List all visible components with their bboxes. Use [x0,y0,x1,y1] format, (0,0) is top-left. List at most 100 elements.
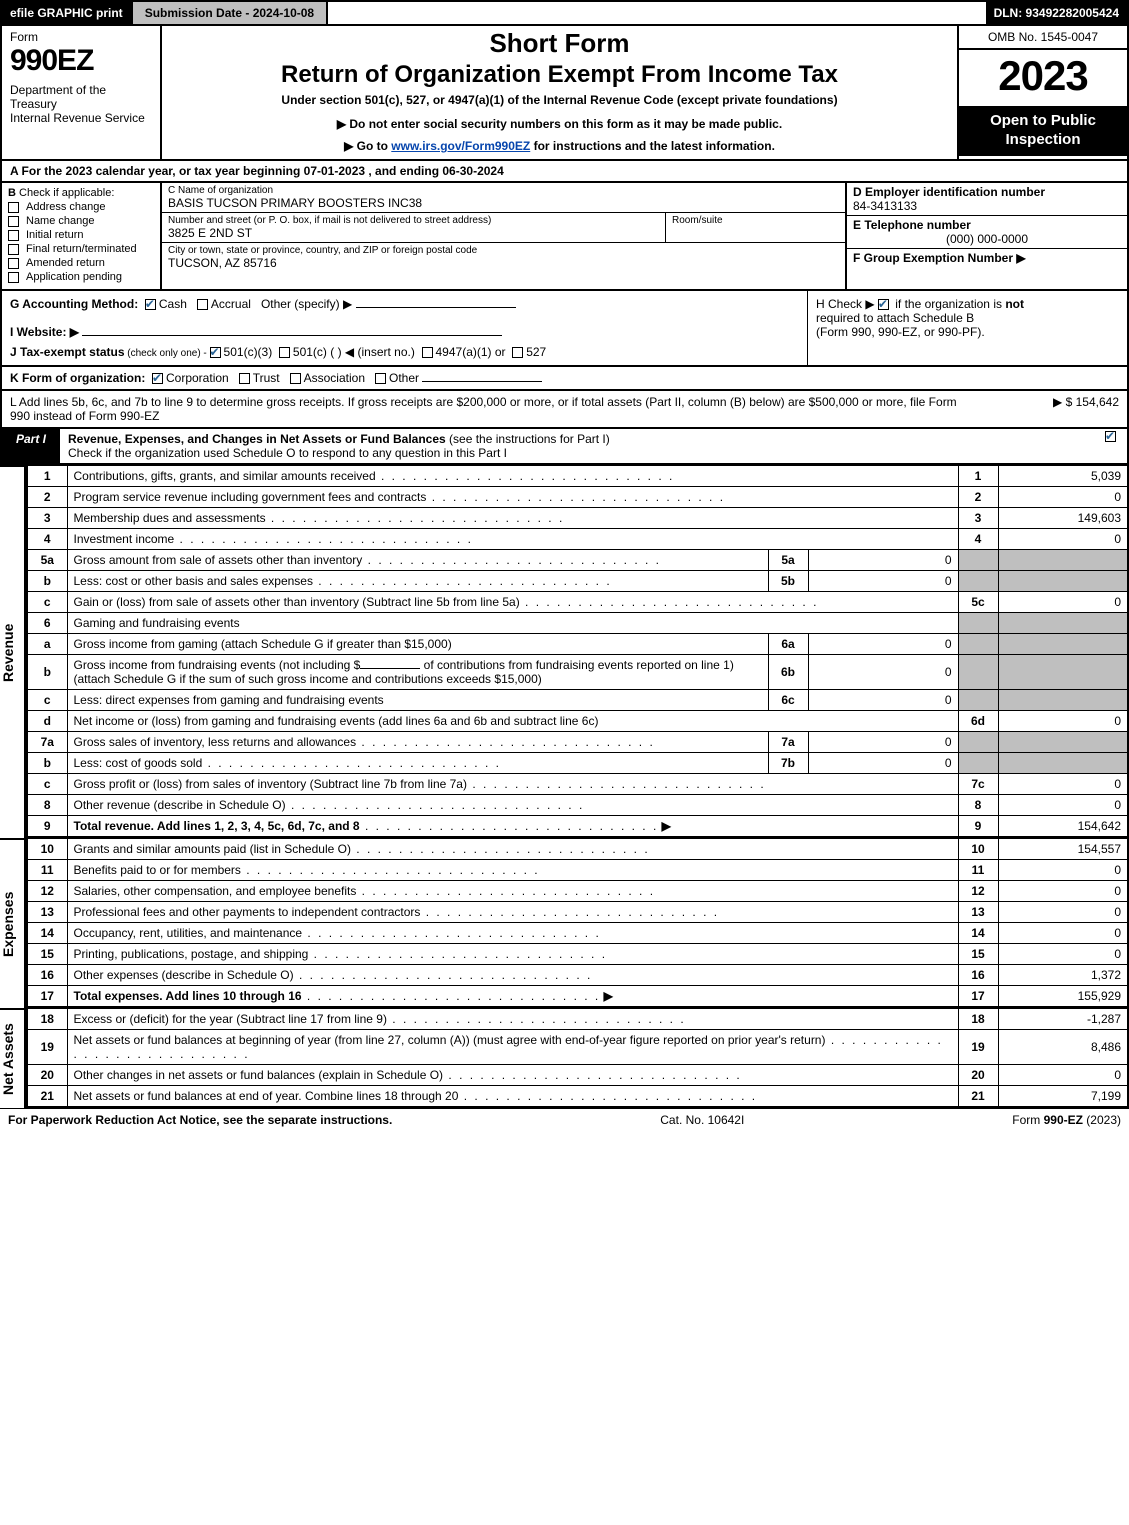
sub-label: 7b [768,753,808,774]
opt-address-change[interactable]: Address change [8,201,154,213]
part1-tab: Part I [2,429,60,463]
h-text4: (Form 990, 990-EZ, or 990-PF). [816,325,985,339]
checkbox-4947-icon[interactable] [422,347,433,358]
line-desc: Excess or (deficit) for the year (Subtra… [74,1012,387,1026]
line-amt: 0 [998,592,1128,613]
line-amt: 0 [998,529,1128,550]
line-desc: Other expenses (describe in Schedule O) [74,968,294,982]
checkbox-icon[interactable] [8,202,19,213]
f-cell: F Group Exemption Number ▶ [847,249,1127,267]
line-amt: 0 [998,944,1128,965]
blank-field[interactable] [360,668,420,669]
line-num: 6 [27,613,67,634]
c-name-cell: C Name of organization BASIS TUCSON PRIM… [162,183,845,213]
ein-value: 84-3413133 [853,199,1121,213]
opt-amended-return[interactable]: Amended return [8,257,154,269]
line-amt: 0 [998,860,1128,881]
form-header: Form 990EZ Department of the Treasury In… [0,26,1129,161]
topbar-spacer [328,2,985,24]
line-7a: 7aGross sales of inventory, less returns… [27,732,1128,753]
line-desc: Occupancy, rent, utilities, and maintena… [74,926,303,940]
part1-title: Revenue, Expenses, and Changes in Net As… [60,429,1097,463]
top-bar: efile GRAPHIC print Submission Date - 20… [0,0,1129,26]
checkbox-trust-icon[interactable] [239,373,250,384]
line-desc: Less: cost or other basis and sales expe… [74,574,313,588]
form-word: Form [10,30,152,44]
checkbox-501c3-icon[interactable] [210,347,221,358]
line-18: 18Excess or (deficit) for the year (Subt… [27,1009,1128,1030]
revenue-section: Revenue 1Contributions, gifts, grants, a… [0,465,1129,838]
g-other: Other (specify) ▶ [261,297,352,311]
checkbox-part1-icon[interactable] [1105,431,1116,442]
line-desc: Investment income [74,532,175,546]
k-label: K Form of organization: [10,371,145,385]
k-other-blank[interactable] [422,381,542,382]
line-desc: Gross income from fundraising events (no… [67,655,768,690]
e-cell: E Telephone number (000) 000-0000 [847,216,1127,249]
section-g-i-j: G Accounting Method: Cash Accrual Other … [2,291,807,365]
shade-cell [958,753,998,774]
revenue-table: 1Contributions, gifts, grants, and simil… [26,465,1129,838]
line-desc: Grants and similar amounts paid (list in… [74,842,351,856]
sub-label: 6a [768,634,808,655]
line-desc: Total revenue. Add lines 1, 2, 3, 4, 5c,… [74,819,360,833]
checkbox-icon[interactable] [8,216,19,227]
header-left: Form 990EZ Department of the Treasury In… [2,26,162,159]
line-20: 20Other changes in net assets or fund ba… [27,1065,1128,1086]
checkbox-icon[interactable] [8,230,19,241]
line-num: 4 [27,529,67,550]
j-sub: (check only one) - [125,348,210,359]
line-desc: Gross profit or (loss) from sales of inv… [74,777,467,791]
opt-application-pending[interactable]: Application pending [8,271,154,283]
g-other-blank[interactable] [356,307,516,308]
website-blank[interactable] [82,335,502,336]
part1-check-cell [1097,429,1127,463]
checkbox-corp-icon[interactable] [152,373,163,384]
line-16: 16Other expenses (describe in Schedule O… [27,965,1128,986]
checkbox-icon[interactable] [8,244,19,255]
line-amt: 154,557 [998,839,1128,860]
opt-final-return[interactable]: Final return/terminated [8,243,154,255]
phone-value: (000) 000-0000 [853,232,1121,246]
checkbox-cash-icon[interactable] [145,299,156,310]
irs-link[interactable]: www.irs.gov/Form990EZ [391,139,530,153]
shade-cell [998,655,1128,690]
checkbox-icon[interactable] [8,258,19,269]
f-label: F Group Exemption Number ▶ [853,251,1026,265]
line-amt: 0 [998,795,1128,816]
line-num: d [27,711,67,732]
line-desc: Total expenses. Add lines 10 through 16 [74,989,302,1003]
org-name: BASIS TUCSON PRIMARY BOOSTERS INC38 [168,196,839,210]
form-ref-post: (2023) [1083,1113,1121,1127]
checkbox-527-icon[interactable] [512,347,523,358]
g-label: G Accounting Method: [10,297,138,311]
opt-label: Amended return [26,257,105,269]
identity-block: B Check if applicable: Address change Na… [0,183,1129,291]
row-g-h: G Accounting Method: Cash Accrual Other … [0,291,1129,367]
line-13: 13Professional fees and other payments t… [27,902,1128,923]
opt-name-change[interactable]: Name change [8,215,154,227]
checkbox-other-icon[interactable] [375,373,386,384]
line-desc: Net assets or fund balances at beginning… [74,1033,826,1047]
line-num: 1 [27,466,67,487]
k-trust: Trust [253,371,280,385]
line-num: a [27,634,67,655]
col-num: 6d [958,711,998,732]
line-amt: 7,199 [998,1086,1128,1108]
line-desc: Less: direct expenses from gaming and fu… [74,693,384,707]
i-website: I Website: ▶ [10,325,799,339]
line-amt: 8,486 [998,1030,1128,1065]
l6b-d1: Gross income from fundraising events (no… [74,658,361,672]
section-b: B Check if applicable: Address change Na… [2,183,162,289]
checkbox-h-icon[interactable] [878,299,889,310]
efile-label[interactable]: efile GRAPHIC print [2,2,131,24]
k-assoc: Association [304,371,365,385]
checkbox-501c-icon[interactable] [279,347,290,358]
checkbox-assoc-icon[interactable] [290,373,301,384]
checkbox-icon[interactable] [8,272,19,283]
line-2: 2Program service revenue including gover… [27,487,1128,508]
opt-initial-return[interactable]: Initial return [8,229,154,241]
shade-cell [958,655,998,690]
checkbox-accrual-icon[interactable] [197,299,208,310]
line-10: 10Grants and similar amounts paid (list … [27,839,1128,860]
